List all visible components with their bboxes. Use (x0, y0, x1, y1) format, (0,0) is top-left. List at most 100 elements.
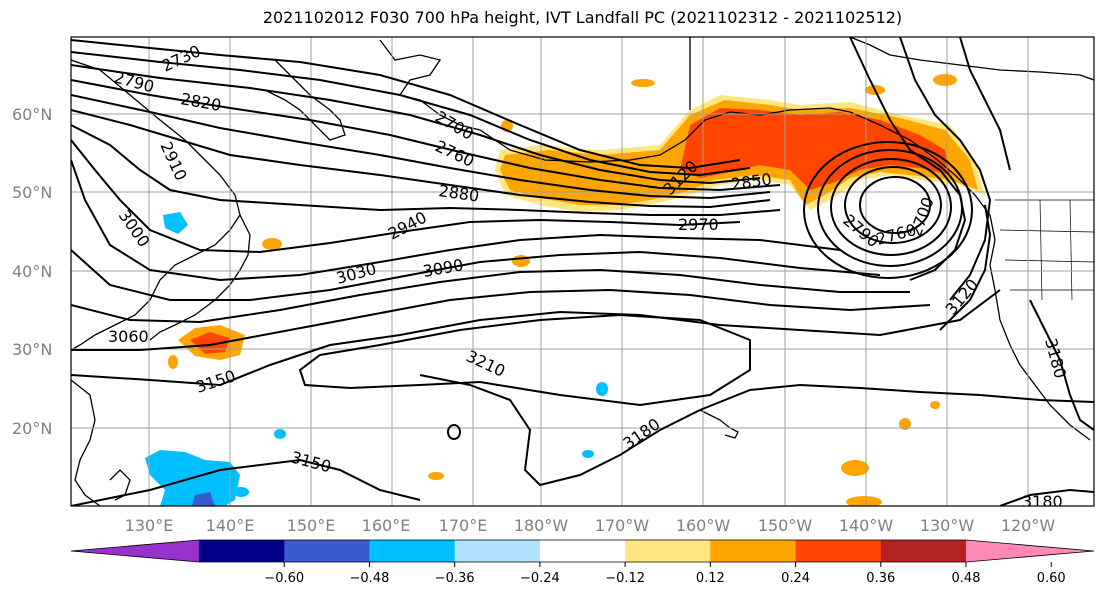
ivt-spot (168, 355, 178, 369)
contour-line (419, 374, 1094, 487)
ivt-spot (841, 460, 869, 476)
ivt-negative-spot (163, 212, 188, 234)
ivt-spot (930, 401, 940, 409)
lon-label: 160°E (362, 516, 411, 535)
boundary-states (999, 199, 1094, 301)
colorbar-outline (70, 539, 1095, 563)
lat-label: 50°N (12, 183, 52, 202)
ivt-negative-spot (274, 429, 286, 439)
contour-line (71, 159, 841, 282)
ivt-spot (512, 255, 530, 267)
ivt-spot (631, 79, 655, 87)
lon-label: 140°E (206, 516, 255, 535)
ivt-negative-spot (582, 450, 594, 458)
lon-label: 130°E (125, 516, 174, 535)
coastline-japan (149, 214, 251, 341)
ivt-spot (262, 238, 282, 250)
ivt-spot (428, 472, 444, 480)
ivt-negative-spot (596, 382, 608, 396)
closed-contour (447, 424, 461, 440)
figure-title: 2021102012 F030 700 hPa height, IVT Land… (262, 8, 903, 27)
colorbar-tick-label: 0.24 (781, 571, 810, 586)
lon-label: 180°W (514, 516, 569, 535)
coastline-alaska (379, 37, 851, 163)
low-contour (803, 141, 973, 279)
contour-label: 3060 (108, 327, 149, 346)
contour-line (71, 139, 741, 254)
contour-line (71, 288, 931, 351)
ivt-negative-spot (233, 487, 249, 497)
coastline-arctic (849, 37, 1094, 81)
colorbar-segment (880, 540, 967, 562)
coastline-asia (71, 59, 241, 351)
colorbar-tick-label: 0.36 (866, 571, 895, 586)
contour-line (959, 37, 1011, 171)
colorbar-tick-label: −0.36 (435, 571, 475, 586)
colorbar-extend-low (71, 540, 199, 562)
colorbar-segment (539, 540, 626, 562)
colorbar-segment (369, 540, 456, 562)
contour-line (999, 488, 1094, 506)
lon-label: 160°W (676, 516, 731, 535)
colorbar-segment (710, 540, 797, 562)
coastline-kamchatka (264, 59, 346, 141)
contour-line (1029, 299, 1094, 431)
contour-line (298, 313, 751, 407)
ivt-spot (933, 74, 957, 86)
contour-line (71, 124, 781, 216)
contour-label: 2970 (678, 215, 719, 234)
colorbar-tick-label: −0.12 (605, 571, 645, 586)
lon-label: 170°E (439, 516, 488, 535)
colorbar-tick-label: −0.24 (520, 571, 560, 586)
colorbar-segment (625, 540, 711, 562)
contour-line (71, 289, 1001, 387)
contour-line (899, 37, 992, 301)
latitude-labels: 60°N 50°N 40°N 30°N 20°N (12, 105, 52, 438)
contour-line (849, 37, 967, 281)
contour-line (71, 458, 421, 506)
colorbar-segment (199, 540, 285, 562)
lat-label: 60°N (12, 105, 52, 124)
contour-line (71, 249, 881, 301)
contour-line (71, 39, 741, 170)
colorbar-tick-label: 0.12 (696, 571, 725, 586)
low-contour (844, 166, 942, 244)
graticule (71, 37, 1094, 506)
ivt-strong-region (680, 108, 950, 190)
coastline-china (71, 379, 101, 506)
lat-label: 40°N (12, 262, 52, 281)
contour-line (71, 79, 781, 192)
contour-label: 3180 (1022, 492, 1063, 511)
colorbar-tick-label: −0.48 (350, 571, 390, 586)
lon-label: 140°W (839, 516, 894, 535)
lon-label: 170°W (595, 516, 650, 535)
lon-label: 150°W (758, 516, 813, 535)
boundaries (995, 199, 1094, 301)
contour-line (71, 51, 751, 177)
ivt-spot (899, 418, 911, 430)
ivt-spot (846, 496, 882, 506)
coastline-bc (849, 111, 996, 291)
colorbar-segment (795, 540, 882, 562)
contour-line (939, 204, 992, 331)
contour-line (71, 109, 771, 209)
lat-label: 20°N (12, 419, 52, 438)
low-contour (830, 158, 952, 256)
contour-line (71, 268, 910, 324)
coastlines (71, 37, 1094, 506)
colorbar: −0.60 −0.48 −0.36 −0.24 −0.12 0.12 0.24 0.36 0.4… (70, 539, 1095, 586)
contour-line (71, 64, 761, 185)
colorbar-segment (284, 540, 370, 562)
lat-label: 30°N (12, 340, 52, 359)
colorbar-tick-label: 0.60 (1037, 571, 1066, 586)
lon-label: 120°W (1001, 516, 1056, 535)
contour-line (71, 94, 771, 200)
colorbar-segment (454, 540, 541, 562)
lon-label: 150°E (287, 516, 336, 535)
colorbar-tick-label: 0.48 (952, 571, 981, 586)
height-contours (71, 37, 1094, 506)
low-contour (859, 176, 931, 234)
map-frame (70, 36, 1095, 507)
lon-label: 130°W (920, 516, 975, 535)
